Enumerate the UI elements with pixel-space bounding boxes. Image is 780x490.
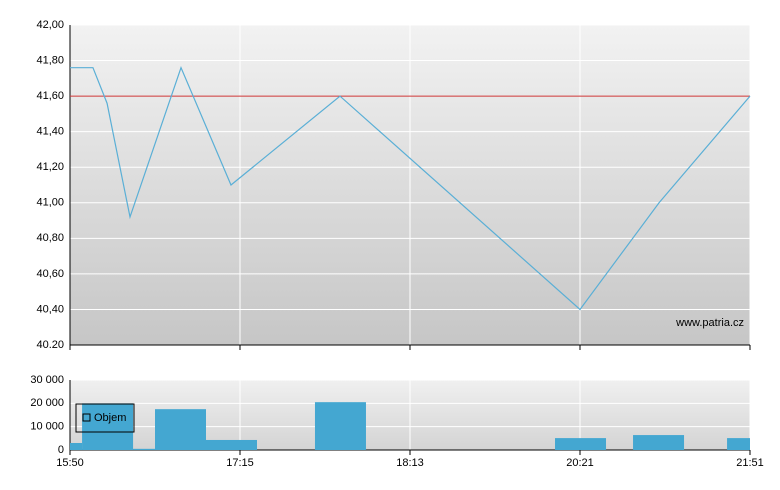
legend-label: Objem: [94, 412, 126, 424]
y-tick-label: 41,60: [36, 90, 64, 102]
volume-bar: [70, 443, 83, 450]
y-tick-label: 0: [58, 444, 64, 456]
y-tick-label: 10 000: [30, 421, 64, 433]
y-tick-label: 40,60: [36, 268, 64, 280]
x-tick-label: 15:50: [56, 457, 84, 469]
volume-bar: [314, 402, 366, 450]
y-tick-label: 40,80: [36, 232, 64, 244]
volume-bar: [555, 438, 607, 450]
volume-bar: [206, 439, 257, 450]
volume-bar: [82, 403, 134, 450]
y-tick-label: 42,00: [36, 19, 64, 31]
watermark: www.patria.cz: [675, 317, 744, 329]
y-tick-label: 41,40: [36, 126, 64, 138]
price-line: [70, 65, 751, 311]
x-tick-label: 17:15: [226, 457, 254, 469]
y-tick-label: 30 000: [30, 374, 64, 386]
y-tick-label: 41,20: [36, 161, 64, 173]
y-tick-label: 41,00: [36, 197, 64, 209]
y-tick-label: 40.20: [36, 339, 64, 351]
x-tick-label: 21:51: [736, 457, 764, 469]
x-tick-label: 20:21: [566, 457, 594, 469]
volume-bar: [133, 448, 155, 450]
legend: Objem: [75, 403, 135, 433]
legend-swatch: [82, 413, 91, 422]
legend-box: [75, 403, 135, 433]
y-tick-label: 41,80: [36, 54, 64, 66]
y-tick-label: 40,40: [36, 303, 64, 315]
volume-bar: [633, 435, 685, 450]
volume-bar: [155, 409, 206, 450]
volume-bar: [727, 438, 750, 450]
y-tick-label: 20 000: [30, 397, 64, 409]
x-tick-label: 18:13: [396, 457, 424, 469]
